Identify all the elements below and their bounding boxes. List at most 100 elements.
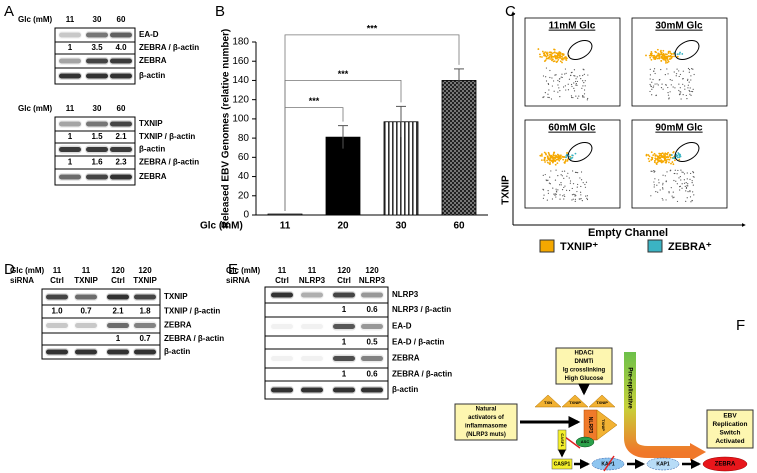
event-dot [580,194,582,196]
event-dot [554,154,557,157]
event-dot [686,98,688,100]
event-dot [580,198,582,200]
event-dot [683,182,686,184]
event-dot [679,185,682,187]
band-smear [133,293,157,301]
event-dot [653,159,656,162]
ratio-value: 1 [116,334,121,343]
band [107,323,129,328]
band-smear [74,321,98,330]
event-dot [654,83,656,85]
event-dot [662,57,665,60]
event-dot [567,172,569,174]
event-dot [555,188,557,190]
gate [567,142,593,162]
event-dot [583,82,585,84]
event-dot [653,85,655,87]
arrow-head [690,443,706,461]
ratio-value: 1.5 [91,132,103,141]
event-dot [551,159,554,162]
asc [575,436,595,448]
band-smear [58,173,82,181]
event-dot [566,159,569,162]
pre-replicative: Pre-replicative [626,367,632,409]
event-dot [683,173,686,175]
event-dot [568,155,571,158]
band [333,387,355,393]
event-dot [651,88,653,90]
band-smear [300,386,324,394]
band [59,73,81,79]
event-dot [675,73,678,75]
band-smear [270,355,294,363]
event-dot [653,68,656,70]
event-dot [662,182,664,184]
cascade-label: KAP1 [656,461,670,467]
event-dot [654,50,657,53]
event-dot [557,84,559,86]
event-dot [540,159,543,162]
event-dot [685,94,687,97]
band [75,349,97,355]
event-dot [682,70,684,72]
event-dot [678,89,680,92]
blot-header: siRNA [10,276,34,285]
event-dot [549,58,552,60]
event-dot [561,56,563,58]
event-dot [558,87,560,89]
bar [325,136,361,216]
ratio-value: 2.3 [115,158,127,167]
band [271,324,293,329]
outcome: Replication [712,421,747,428]
event-dot [552,187,554,189]
event-dot [573,82,575,84]
event-dot [542,52,545,55]
event-dot [550,51,553,54]
band [86,147,108,152]
event-dot [664,53,667,56]
event-dot [682,93,684,96]
event-dot [579,191,582,193]
event-dot [687,84,689,86]
event-dot [662,88,664,90]
event-dot [681,183,683,185]
nlrp3-label: NLRP3 [587,417,593,434]
event-dot [558,54,561,57]
event-dot [673,71,675,73]
event-dot [554,163,557,166]
y-tick-label: 180 [232,37,249,48]
event-dot [667,91,669,94]
event-dot [560,157,563,160]
event-dot [692,68,694,70]
event-dot [678,177,680,179]
event-dot [576,76,578,78]
event-dot [549,156,552,159]
event-dot [582,94,584,97]
event-dot [563,170,566,172]
ratio-value: 0.6 [366,370,378,379]
event-dot [551,77,553,79]
event-dot [543,54,545,57]
event-dot [664,161,667,164]
event-dot [679,51,681,54]
event-dot [686,185,688,187]
flow-plot [631,17,728,107]
event-dot [657,84,659,86]
event-dot [580,179,583,181]
band [333,324,355,329]
event-dot [690,79,692,81]
event-dot [561,175,563,177]
event-dot [688,69,691,71]
event-dot [561,61,563,64]
cascade-label: ZEBRA [715,462,736,468]
event-dot [658,160,661,163]
event-dot [559,51,562,54]
lane-label: 11 [82,266,91,275]
event-dot [668,191,670,193]
significance-label: *** [338,69,349,79]
event-dot [655,57,657,59]
event-dot [584,85,586,87]
event-dot [685,187,688,189]
event-dot [566,151,568,154]
band [75,323,97,328]
